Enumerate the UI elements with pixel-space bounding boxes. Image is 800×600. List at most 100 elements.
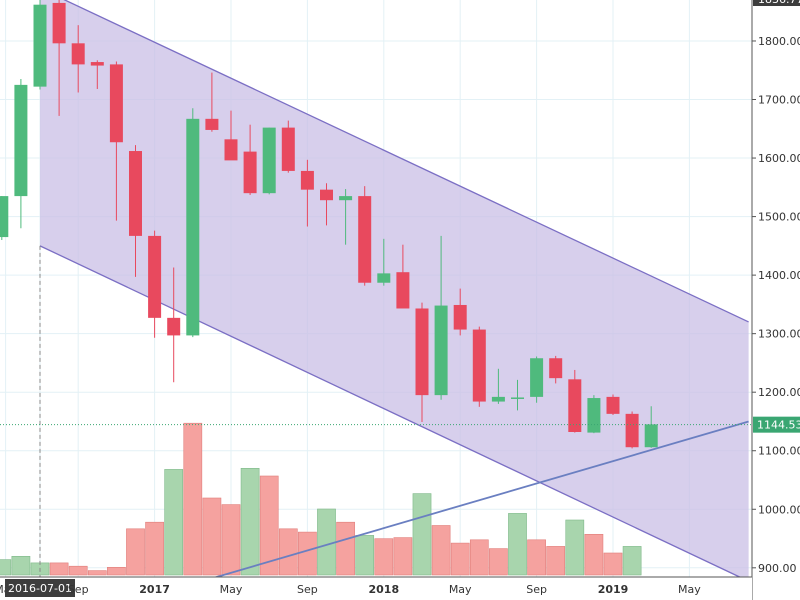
candle-body	[262, 127, 276, 194]
time-tick-label: May	[449, 583, 472, 596]
price-tick-label: 1500.00	[758, 211, 800, 224]
last-price-label: 1144.53	[757, 419, 800, 432]
candle-body	[453, 304, 467, 330]
candle-body	[549, 358, 563, 379]
candle-body	[0, 196, 9, 238]
candle-body	[511, 397, 524, 399]
candle-body	[587, 398, 601, 433]
price-tick-label: 1800.00	[758, 35, 800, 48]
candle-body	[472, 329, 486, 402]
time-tick-label: Sep	[68, 583, 89, 596]
price-tick-label: 1100.00	[758, 445, 800, 458]
channel-upper-line	[63, 0, 749, 323]
candle-body	[606, 396, 620, 414]
volume-bar	[355, 535, 375, 576]
price-tick-label: 1400.00	[758, 269, 800, 282]
candle-body	[14, 84, 28, 197]
price-tick-label: 1700.00	[758, 94, 800, 107]
candle-body	[625, 413, 639, 448]
volume-bar	[11, 555, 31, 576]
volume-bar	[565, 519, 585, 576]
volume-bar	[49, 562, 69, 576]
last-price-label-bg	[753, 416, 800, 433]
time-tick-label: 2018	[368, 583, 399, 596]
candle-body	[224, 139, 238, 161]
volume-bar	[546, 546, 566, 576]
volume-bar	[145, 521, 164, 576]
candle-body	[52, 2, 66, 44]
candle-body	[415, 308, 429, 396]
top-price-label-bg	[753, 0, 800, 6]
trend-line	[134, 420, 749, 600]
time-tick-label: May	[220, 583, 243, 596]
volume-bar	[393, 537, 413, 576]
volume-bar	[259, 475, 279, 576]
candle-body	[491, 396, 505, 402]
volume-bar	[164, 469, 184, 576]
volume-bar	[68, 565, 88, 576]
volume-bar	[374, 538, 394, 576]
candle-body	[129, 151, 142, 236]
volume-bar	[508, 513, 527, 576]
candle-body	[358, 196, 372, 283]
volume-bar	[221, 504, 241, 576]
candle-body	[434, 305, 448, 396]
time-tick-label: Sep	[297, 583, 318, 596]
top-price-label: 1836.77	[758, 0, 800, 6]
volume-bar	[202, 497, 222, 576]
volume-bar	[240, 467, 260, 576]
candle-body	[71, 43, 85, 65]
candle-body	[377, 273, 391, 283]
time-cursor-label: 2016-07-01	[8, 582, 72, 595]
time-tick-label: May	[678, 583, 701, 596]
volume-bar	[622, 546, 642, 576]
volume-bar	[584, 533, 604, 576]
candle-body	[186, 118, 200, 336]
volume-bar	[126, 528, 145, 576]
volume-bar	[183, 422, 203, 576]
candle-body	[644, 424, 658, 448]
candle-body	[33, 4, 47, 87]
time-cursor-label-bg	[5, 579, 75, 597]
candle-body	[320, 189, 333, 201]
candle-body	[300, 170, 314, 190]
volume-bar	[450, 542, 470, 576]
volume-bar	[278, 528, 298, 576]
candle-body	[568, 379, 582, 432]
price-tick-label: 900.00	[758, 562, 797, 575]
volume-bar	[603, 552, 623, 576]
volume-bar	[0, 559, 12, 576]
candle-body	[243, 151, 257, 194]
candle-body	[167, 317, 181, 336]
candle-body	[205, 118, 219, 130]
time-tick-label: 2017	[139, 583, 170, 596]
candle-body	[339, 196, 353, 201]
volume-bar	[336, 521, 355, 576]
volume-bar	[317, 508, 336, 576]
price-tick-label: 1300.00	[758, 328, 800, 341]
volume-bar	[107, 566, 126, 576]
time-axis-panel	[0, 577, 752, 600]
price-tick-label: 1600.00	[758, 152, 800, 165]
candle-body	[109, 64, 123, 143]
candle-body	[90, 62, 104, 66]
time-tick-label: Sep	[526, 583, 547, 596]
price-tick-label: 1200.00	[758, 386, 800, 399]
time-tick-label: 2019	[598, 583, 629, 596]
volume-bar	[431, 525, 451, 576]
candle-body	[396, 272, 410, 309]
volume-bar	[298, 531, 317, 576]
volume-bar	[87, 570, 107, 576]
volume-bar	[489, 548, 508, 576]
price-tick-label: 1000.00	[758, 503, 800, 516]
volume-bar	[469, 539, 489, 576]
price-axis-panel	[752, 0, 800, 600]
channel-fill	[40, 0, 749, 582]
candle-body	[530, 358, 544, 397]
candle-body	[148, 235, 162, 318]
volume-bar	[527, 539, 546, 576]
volume-bar	[412, 493, 432, 576]
candle-body	[281, 127, 295, 171]
